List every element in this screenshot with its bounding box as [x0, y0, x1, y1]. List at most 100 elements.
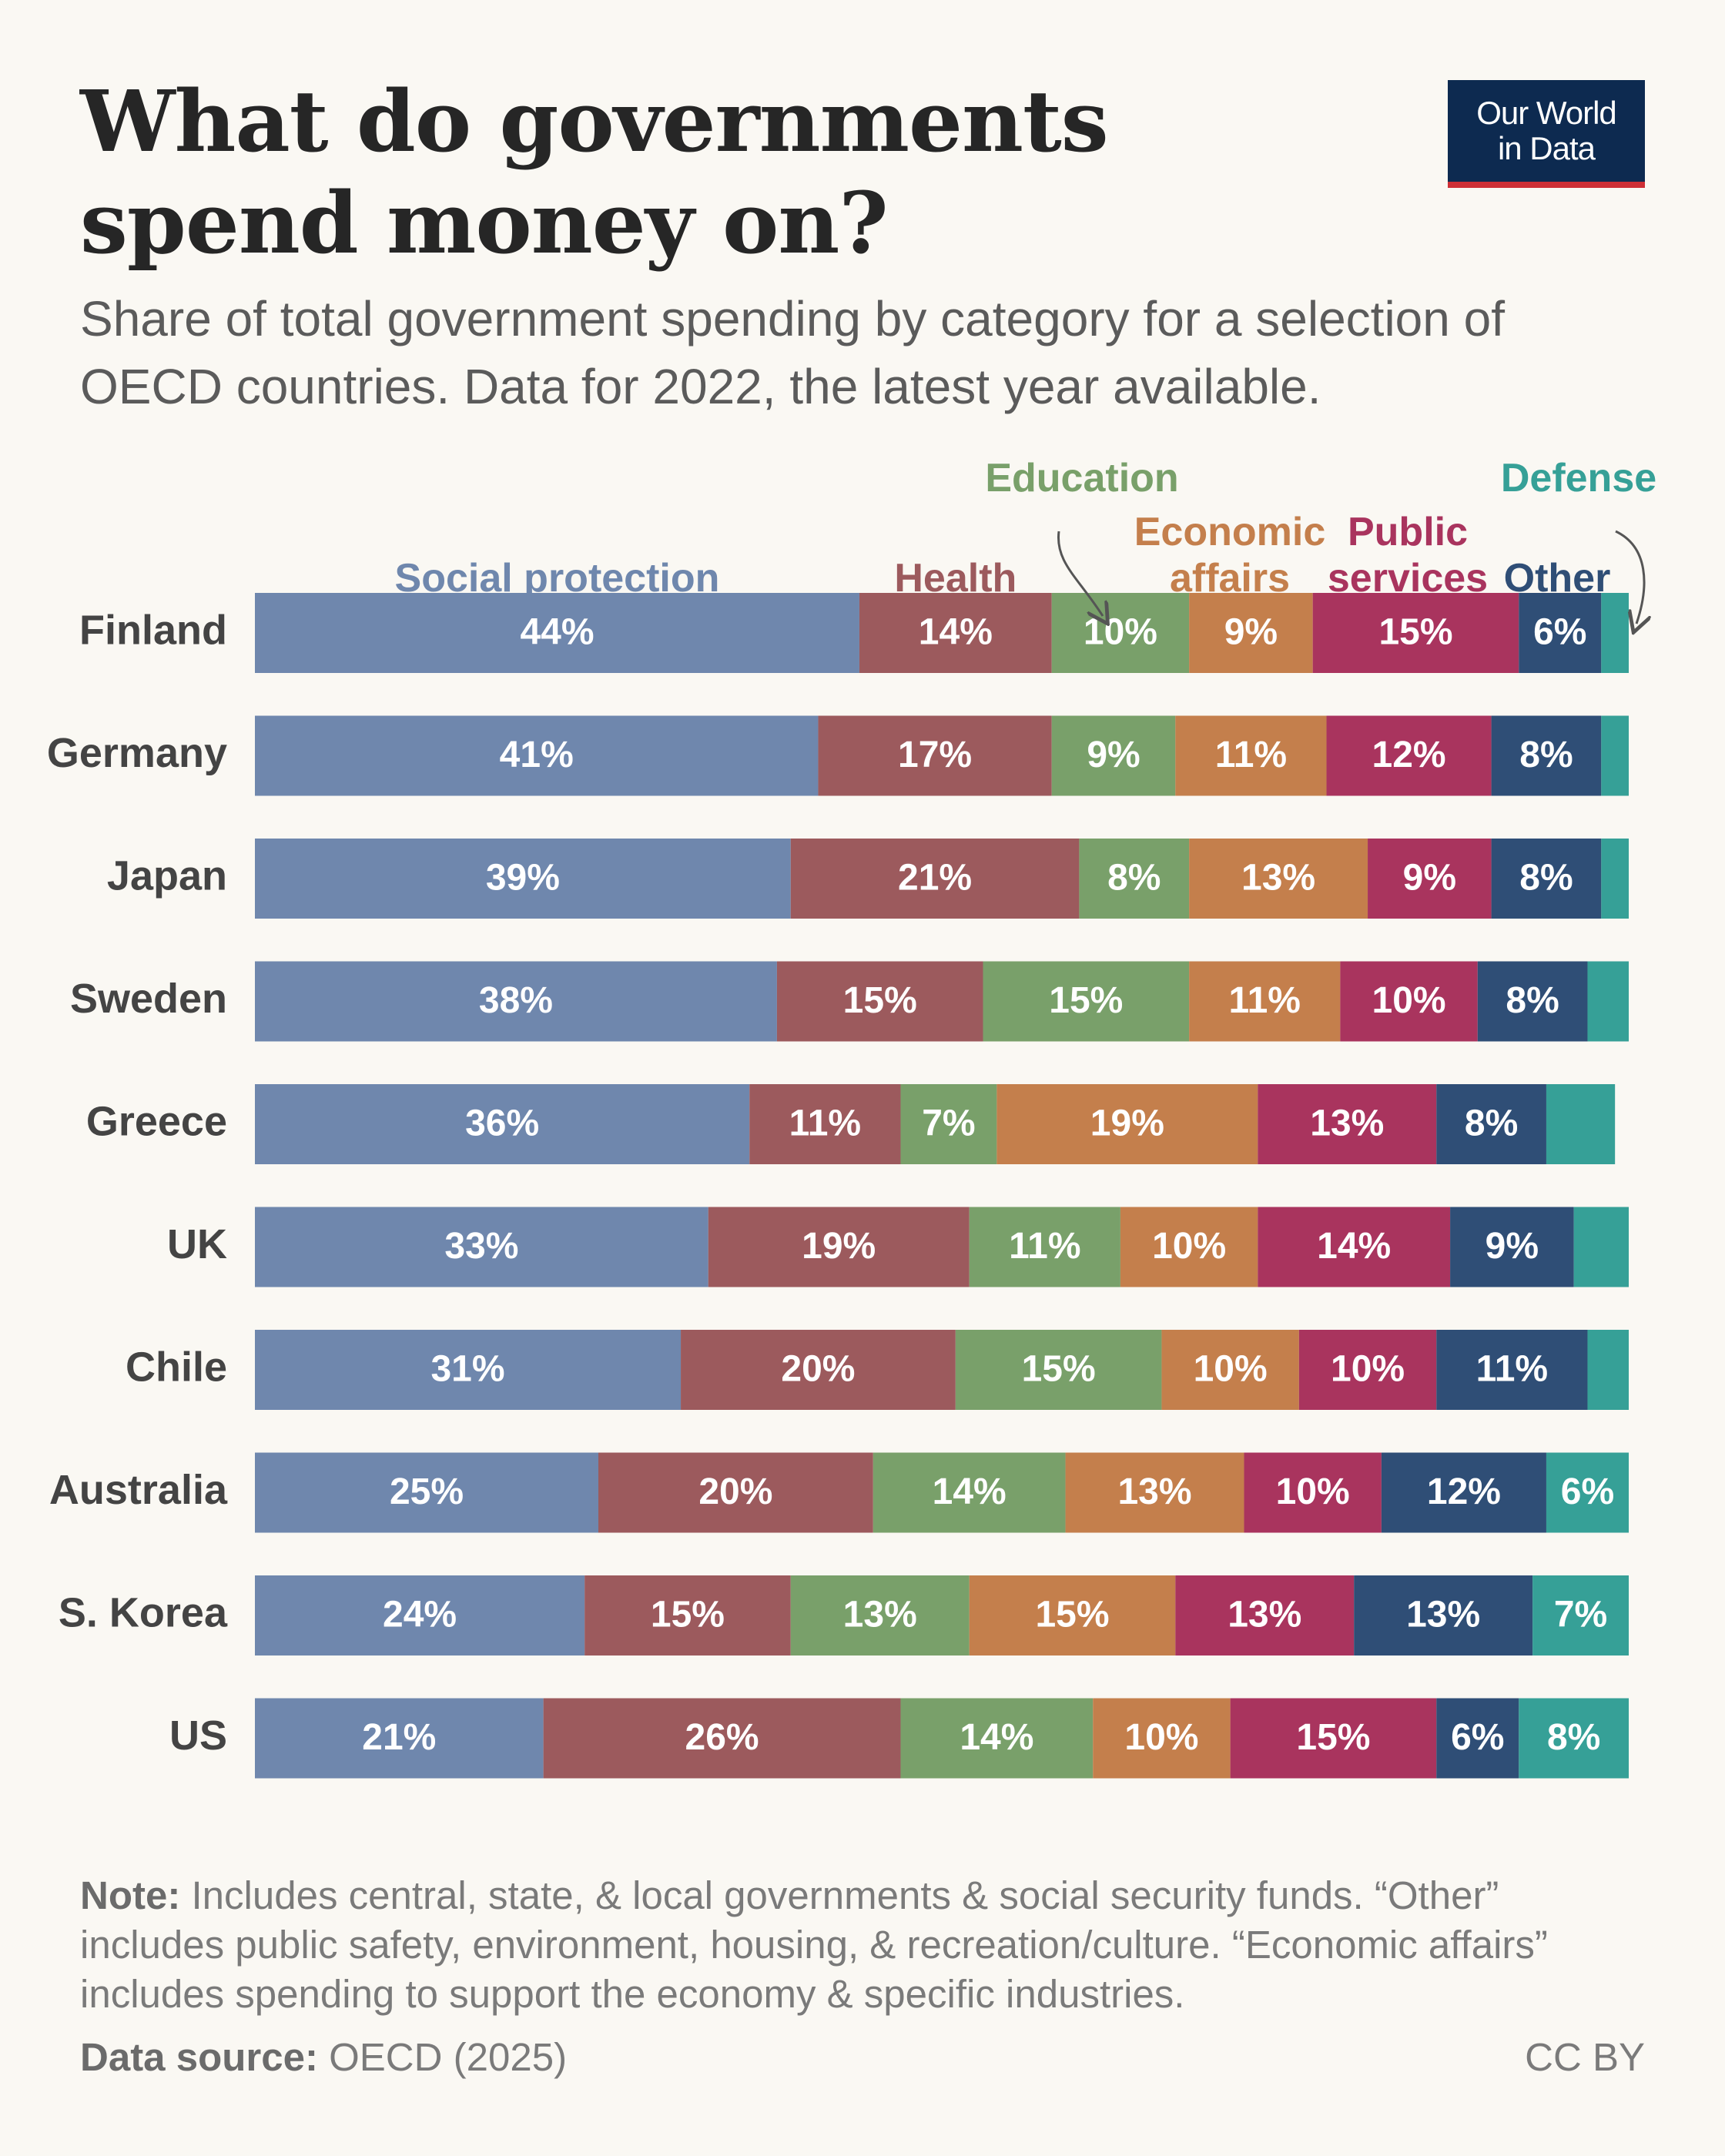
- data-label-finland-other: 6%: [1533, 612, 1586, 653]
- legend-economic-affairs: Economic affairs: [1134, 510, 1326, 601]
- note-label: Note:: [80, 1873, 181, 1917]
- bar-japan-defense: [1601, 839, 1629, 919]
- bar-chile-public-services: [1298, 1330, 1437, 1410]
- data-label-sweden-education: 15%: [1049, 980, 1123, 1021]
- data-label-greece-social-protection: 36%: [465, 1103, 539, 1144]
- note-text: Includes central, state, & local governm…: [80, 1873, 1548, 2016]
- license-label[interactable]: CC BY: [1525, 2035, 1645, 2079]
- bar-uk-health: [708, 1207, 970, 1287]
- bar-chile-social-protection: [255, 1330, 682, 1410]
- bar-australia-social-protection: [255, 1452, 598, 1533]
- bar-greece-other: [1436, 1084, 1546, 1164]
- data-label-s-korea-other: 13%: [1406, 1595, 1480, 1635]
- bar-uk-defense: [1573, 1207, 1629, 1287]
- bar-uk-public-services: [1258, 1207, 1451, 1287]
- data-label-germany-education: 9%: [1087, 735, 1140, 775]
- bar-chile-health: [681, 1330, 956, 1410]
- bar-s-korea-social-protection: [255, 1575, 585, 1656]
- bar-us-defense: [1519, 1698, 1629, 1779]
- bar-greece-economic-affairs: [996, 1084, 1258, 1164]
- bar-us-education: [900, 1698, 1094, 1779]
- bar-uk-education: [969, 1207, 1120, 1287]
- data-label-japan-health: 21%: [898, 858, 972, 899]
- chart-title: What do governments spend money on?: [80, 72, 1109, 273]
- data-label-s-korea-education: 13%: [843, 1595, 917, 1635]
- bar-finland-economic-affairs: [1189, 593, 1313, 673]
- chart-subtitle: Share of total government spending by ca…: [80, 291, 1505, 414]
- data-label-us-other: 6%: [1451, 1717, 1504, 1758]
- legend-economic-affairs-line-1: Economic: [1134, 510, 1326, 554]
- data-label-uk-other: 9%: [1486, 1226, 1539, 1267]
- stacked-bar-chart: Finland 44% 14% 10% 9% 15% 6% Germany 41% 17% 9% 11…: [47, 456, 1656, 1779]
- bar-chile-education: [955, 1330, 1162, 1410]
- bar-sweden-defense: [1587, 961, 1629, 1042]
- data-label-uk-health: 19%: [802, 1226, 876, 1267]
- data-label-finland-public-services: 15%: [1378, 612, 1452, 653]
- bar-germany-public-services: [1326, 715, 1492, 796]
- country-label-finland: Finland: [79, 607, 227, 653]
- legend-defense-line-1: Defense: [1501, 456, 1656, 500]
- data-label-finland-social-protection: 44%: [520, 612, 594, 653]
- bar-us-health: [543, 1698, 901, 1779]
- bar-germany-other: [1491, 715, 1602, 796]
- legend-education-line-1: Education: [985, 456, 1178, 500]
- bar-finland-other: [1519, 593, 1602, 673]
- bar-sweden-education: [983, 961, 1190, 1042]
- country-label-australia: Australia: [49, 1467, 228, 1513]
- country-label-uk: UK: [167, 1221, 227, 1267]
- data-label-uk-public-services: 14%: [1317, 1226, 1391, 1267]
- legend-economic-affairs-line-2: affairs: [1170, 556, 1290, 601]
- bar-greece-social-protection: [255, 1084, 750, 1164]
- bar-s-korea-education: [790, 1575, 970, 1656]
- bar-australia-public-services: [1244, 1452, 1382, 1533]
- data-label-us-defense: 8%: [1547, 1717, 1600, 1758]
- data-label-s-korea-economic-affairs: 15%: [1035, 1595, 1109, 1635]
- bar-australia-other: [1381, 1452, 1546, 1533]
- data-label-sweden-economic-affairs: 11%: [1229, 980, 1301, 1021]
- bar-chile-defense: [1587, 1330, 1629, 1410]
- data-label-chile-public-services: 10%: [1331, 1349, 1405, 1390]
- bar-greece-public-services: [1258, 1084, 1437, 1164]
- data-label-us-health: 26%: [685, 1717, 759, 1758]
- data-label-chile-social-protection: 31%: [430, 1349, 504, 1390]
- bar-finland-education: [1051, 593, 1190, 673]
- bar-japan-social-protection: [255, 839, 791, 919]
- education-pointer-arrow: [1057, 531, 1103, 616]
- data-label-uk-economic-affairs: 10%: [1152, 1226, 1226, 1267]
- data-label-us-social-protection: 21%: [362, 1717, 436, 1758]
- data-label-australia-public-services: 10%: [1276, 1471, 1350, 1512]
- data-label-us-public-services: 15%: [1296, 1717, 1370, 1758]
- data-label-us-education: 14%: [960, 1717, 1033, 1758]
- data-label-germany-other: 8%: [1519, 735, 1573, 775]
- data-label-greece-education: 7%: [922, 1103, 975, 1144]
- bar-germany-social-protection: [255, 715, 819, 796]
- data-label-finland-education: 10%: [1084, 612, 1157, 653]
- source-text[interactable]: OECD (2025): [317, 2035, 568, 2079]
- bar-s-korea-public-services: [1175, 1575, 1355, 1656]
- bar-finland-health: [859, 593, 1052, 673]
- data-label-s-korea-social-protection: 24%: [383, 1595, 457, 1635]
- bar-us-public-services: [1230, 1698, 1437, 1779]
- bar-australia-education: [873, 1452, 1066, 1533]
- bar-greece-health: [749, 1084, 901, 1164]
- bar-sweden-other: [1477, 961, 1588, 1042]
- owid-logo[interactable]: Our World in Data: [1448, 80, 1645, 188]
- footer-note: Note: Includes central, state, & local g…: [80, 1871, 1651, 2019]
- data-label-chile-education: 15%: [1022, 1349, 1096, 1390]
- legend-other-line-1: Other: [1504, 556, 1611, 601]
- bar-japan-education: [1079, 839, 1190, 919]
- data-label-germany-social-protection: 41%: [500, 735, 574, 775]
- bar-uk-other: [1450, 1207, 1574, 1287]
- data-label-finland-health: 14%: [919, 612, 993, 653]
- bar-japan-health: [790, 839, 1080, 919]
- data-label-australia-other: 12%: [1427, 1471, 1501, 1512]
- bar-chile-economic-affairs: [1161, 1330, 1299, 1410]
- data-label-uk-social-protection: 33%: [444, 1226, 518, 1267]
- data-label-sweden-public-services: 10%: [1372, 980, 1446, 1021]
- bar-greece-education: [900, 1084, 997, 1164]
- bar-germany-health: [818, 715, 1052, 796]
- country-label-us: US: [169, 1712, 227, 1759]
- data-label-greece-health: 11%: [789, 1103, 861, 1144]
- legend-other: Other: [1504, 556, 1611, 601]
- legend-defense: Defense: [1501, 456, 1656, 500]
